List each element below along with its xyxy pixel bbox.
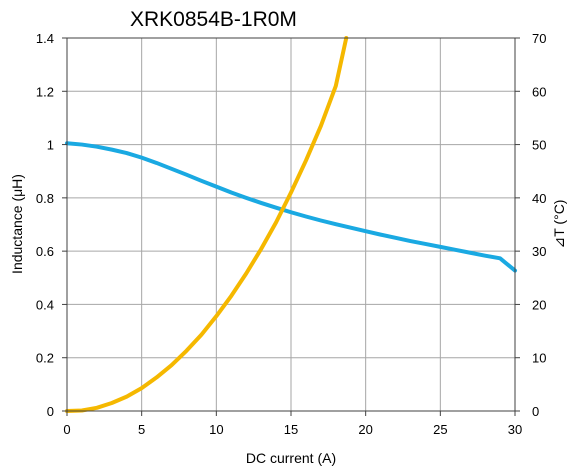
y-left-axis-label: Inductance (μH) xyxy=(9,174,25,274)
x-tick-label: 30 xyxy=(508,422,522,437)
x-axis-label: DC current (A) xyxy=(246,450,336,466)
x-tick-label: 0 xyxy=(63,422,70,437)
y-left-tick-label: 0 xyxy=(47,404,54,419)
y-right-axis-label: ⊿T (°C) xyxy=(551,200,567,249)
tick-layer: 0 5 10 15 20 25 30 0 0.2 0.4 0.6 0.8 1 1.2 1.4 0 10 20 30 4… xyxy=(36,31,547,437)
x-tick-label: 25 xyxy=(433,422,447,437)
y-left-tick-label: 0.6 xyxy=(36,244,54,259)
x-tick-label: 5 xyxy=(138,422,145,437)
y-right-tick-label: 70 xyxy=(532,31,546,46)
x-tick-label: 20 xyxy=(358,422,372,437)
y-right-tick-label: 40 xyxy=(532,191,546,206)
y-right-tick-label: 10 xyxy=(532,351,546,366)
y-left-tick-label: 1.4 xyxy=(36,31,54,46)
y-left-tick-label: 1.2 xyxy=(36,84,54,99)
y-left-tick-label: 0.2 xyxy=(36,351,54,366)
x-tick-label: 15 xyxy=(284,422,298,437)
x-tick-label: 10 xyxy=(209,422,223,437)
series-layer xyxy=(65,36,517,413)
y-left-tick-label: 0.8 xyxy=(36,191,54,206)
y-right-tick-label: 20 xyxy=(532,297,546,312)
y-right-tick-label: 50 xyxy=(532,138,546,153)
chart-title: XRK0854B-1R0M xyxy=(130,8,297,31)
y-right-tick-label: 30 xyxy=(532,244,546,259)
inductance-line xyxy=(65,141,517,273)
y-left-tick-label: 1 xyxy=(47,138,54,153)
grid xyxy=(67,38,515,411)
y-right-tick-label: 60 xyxy=(532,84,546,99)
temperature-rise-line xyxy=(65,36,349,413)
y-right-tick-label: 0 xyxy=(532,404,539,419)
y-left-tick-label: 0.4 xyxy=(36,297,54,312)
